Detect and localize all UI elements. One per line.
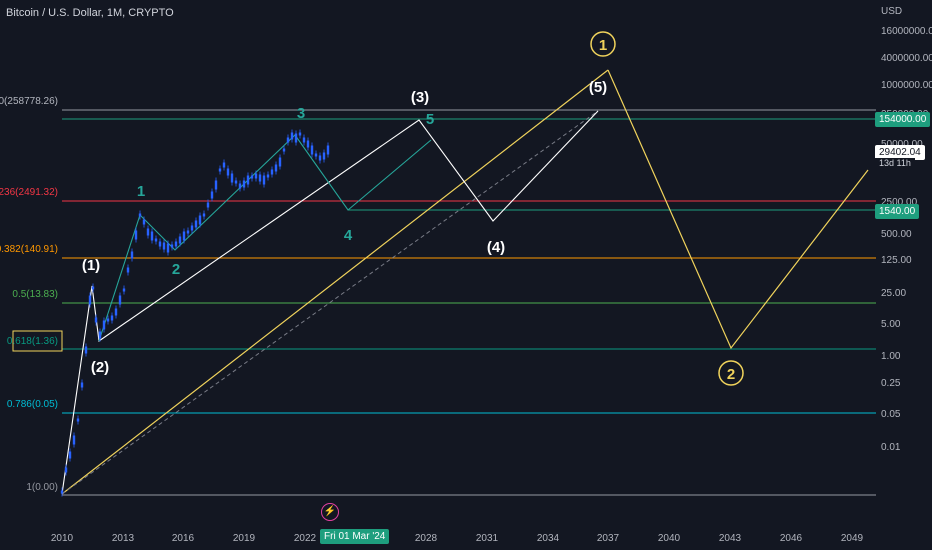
wave-label-y2: 2	[727, 366, 735, 383]
wave-label-g2: 2	[172, 261, 180, 278]
fib-label-0.618: 0.618(1.36)	[7, 336, 58, 347]
wave-label-p3: (3)	[411, 89, 429, 106]
wave-label-p2: (2)	[91, 359, 109, 376]
lightning-icon[interactable]: ⚡	[321, 503, 339, 521]
candle-series	[60, 129, 330, 497]
current-date-tag: Fri 01 Mar '24	[320, 529, 390, 544]
time-tick-label: 2040	[658, 533, 681, 544]
price-tick-label: 0.05	[881, 409, 901, 420]
price-tick-label: 1.00	[881, 351, 901, 362]
wave-label-g5: 5	[426, 111, 434, 128]
time-tick-label: 2016	[172, 533, 195, 544]
price-tick-label: 2500.00	[881, 197, 918, 208]
dashed-trendline	[61, 110, 599, 495]
price-tick-label: 0.25	[881, 378, 901, 389]
fib-label-0.618-box	[12, 330, 63, 352]
price-tag-low: 1540.00	[875, 204, 920, 219]
price-tick-label: 25.00	[881, 288, 906, 299]
wave-label-g4: 4	[344, 227, 353, 244]
wave-label-p5: (5)	[589, 79, 607, 96]
wave-circle-y2	[718, 360, 744, 386]
time-tick-label: 2037	[597, 533, 620, 544]
price-axis-currency: USD	[881, 6, 902, 17]
wave-labels: (1) (2) (3) (4) (5) 1 2 3 4 5 1 2	[82, 31, 744, 386]
wave-label-g1: 1	[137, 183, 145, 200]
fib-label-0.786: 0.786(0.05)	[7, 399, 58, 410]
fib-label-0.236: 0.236(2491.32)	[0, 187, 58, 198]
price-tick-label: 4000000.00	[881, 53, 932, 64]
price-tick-label: 1000000.00	[881, 80, 932, 91]
time-tick-label: 2046	[780, 533, 803, 544]
wave-circle-y1	[590, 31, 616, 57]
time-tick-label: 2013	[112, 533, 135, 544]
time-axis[interactable]: 2010 2013 2016 2019 2022 2028 2031 2034 2037 2040…	[51, 533, 864, 544]
price-tick-label: 125.00	[881, 255, 912, 266]
wave-label-g3: 3	[297, 105, 305, 122]
fib-labels: 0(258778.26) 0.236(2491.32) 0.382(140.91…	[0, 96, 63, 493]
price-tick-label: 0.01	[881, 442, 901, 453]
fib-label-0: 0(258778.26)	[0, 96, 58, 107]
time-tick-label: 2049	[841, 533, 864, 544]
price-tag-current: 29402.04	[875, 145, 925, 160]
wave-label-p4: (4)	[487, 239, 505, 256]
price-tag-high: 154000.00	[875, 112, 931, 127]
time-tick-label: 2010	[51, 533, 74, 544]
candle-countdown: 13d 11h	[875, 158, 915, 168]
time-tick-label: 2043	[719, 533, 742, 544]
wave-label-p1: (1)	[82, 257, 100, 274]
price-tick-label: 50000.00	[881, 139, 923, 150]
fib-label-1: 1(0.00)	[26, 482, 58, 493]
time-tick-label: 2031	[476, 533, 499, 544]
yellow-wave-path	[607, 69, 869, 350]
wave-label-y1: 1	[599, 37, 607, 54]
fib-lines	[62, 109, 876, 496]
fib-label-0.382: 0.382(140.91)	[0, 244, 58, 255]
price-tick-label: 5.00	[881, 319, 901, 330]
white-wave-path	[61, 110, 599, 495]
green-wave-path	[98, 134, 432, 342]
price-tick-label: 500.00	[881, 229, 912, 240]
chart-title: Bitcoin / U.S. Dollar, 1M, CRYPTO	[6, 7, 174, 19]
time-tick-label: 2028	[415, 533, 438, 544]
time-tick-label: 2034	[537, 533, 560, 544]
time-tick-label: 2019	[233, 533, 256, 544]
price-axis[interactable]: USD 16000000.004000000.001000000.0025000…	[881, 6, 932, 453]
time-tick-label: 2022	[294, 533, 317, 544]
price-tick-label: 16000000.00	[881, 26, 932, 37]
fib-label-0.5: 0.5(13.83)	[12, 289, 58, 300]
yellow-trendline	[61, 69, 609, 495]
